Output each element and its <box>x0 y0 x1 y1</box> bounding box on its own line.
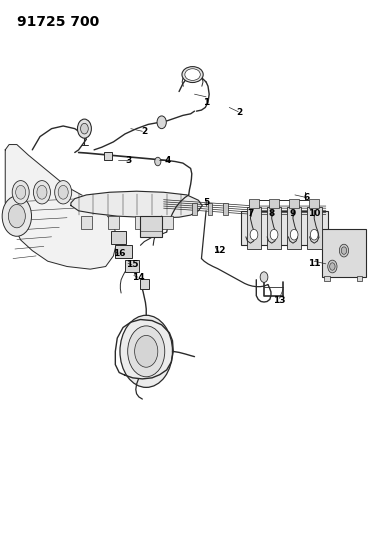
Circle shape <box>135 335 158 367</box>
Text: 15: 15 <box>126 261 139 269</box>
Circle shape <box>310 229 318 240</box>
Text: 11: 11 <box>308 260 321 268</box>
Bar <box>112 231 126 244</box>
Circle shape <box>8 205 25 228</box>
Circle shape <box>33 181 51 204</box>
Circle shape <box>16 185 26 199</box>
Bar <box>115 245 131 258</box>
Polygon shape <box>5 144 117 269</box>
Text: 13: 13 <box>273 296 286 305</box>
Text: 14: 14 <box>132 272 145 281</box>
Circle shape <box>12 181 29 204</box>
Bar <box>135 216 146 229</box>
Bar <box>140 216 162 237</box>
Circle shape <box>81 123 88 134</box>
Bar <box>140 279 149 289</box>
Circle shape <box>250 229 258 240</box>
Circle shape <box>339 244 349 257</box>
Circle shape <box>58 185 68 199</box>
Bar <box>104 152 112 160</box>
Bar <box>108 216 119 229</box>
Circle shape <box>328 260 337 273</box>
Circle shape <box>341 247 347 254</box>
Circle shape <box>290 229 298 240</box>
Circle shape <box>55 181 72 204</box>
Text: 12: 12 <box>213 246 226 255</box>
Bar <box>162 216 173 229</box>
Circle shape <box>270 229 278 240</box>
Circle shape <box>2 196 32 236</box>
Bar <box>324 276 330 281</box>
Bar <box>322 229 366 277</box>
Polygon shape <box>71 191 202 217</box>
Text: 8: 8 <box>269 209 275 218</box>
Bar <box>307 207 322 249</box>
Text: 4: 4 <box>164 156 171 165</box>
Bar <box>192 204 197 215</box>
Circle shape <box>330 263 335 270</box>
Text: 91725 700: 91725 700 <box>17 14 99 29</box>
Circle shape <box>128 326 165 377</box>
Bar <box>289 199 299 208</box>
Circle shape <box>260 272 268 282</box>
Bar <box>125 260 139 272</box>
Text: 3: 3 <box>126 156 132 165</box>
Bar <box>208 204 212 215</box>
Text: 16: 16 <box>113 249 125 258</box>
Bar <box>287 207 301 249</box>
Ellipse shape <box>182 67 203 83</box>
Circle shape <box>120 316 172 387</box>
Circle shape <box>37 185 47 199</box>
Text: 5: 5 <box>203 198 209 207</box>
Bar <box>247 207 261 249</box>
Bar <box>267 207 281 249</box>
Ellipse shape <box>185 69 200 80</box>
Bar <box>241 211 328 245</box>
Circle shape <box>155 157 161 166</box>
Bar <box>269 199 279 208</box>
Bar <box>81 216 92 229</box>
Text: 7: 7 <box>247 209 254 218</box>
Circle shape <box>157 116 166 128</box>
Text: 6: 6 <box>303 193 310 202</box>
Text: 2: 2 <box>141 127 147 136</box>
Text: 9: 9 <box>290 209 296 218</box>
Bar <box>309 199 319 208</box>
Bar <box>249 199 259 208</box>
Bar <box>357 276 362 281</box>
Text: 10: 10 <box>308 209 321 218</box>
Circle shape <box>77 119 91 138</box>
Bar <box>223 204 228 215</box>
Text: 2: 2 <box>236 108 242 117</box>
Text: 1: 1 <box>203 98 209 107</box>
